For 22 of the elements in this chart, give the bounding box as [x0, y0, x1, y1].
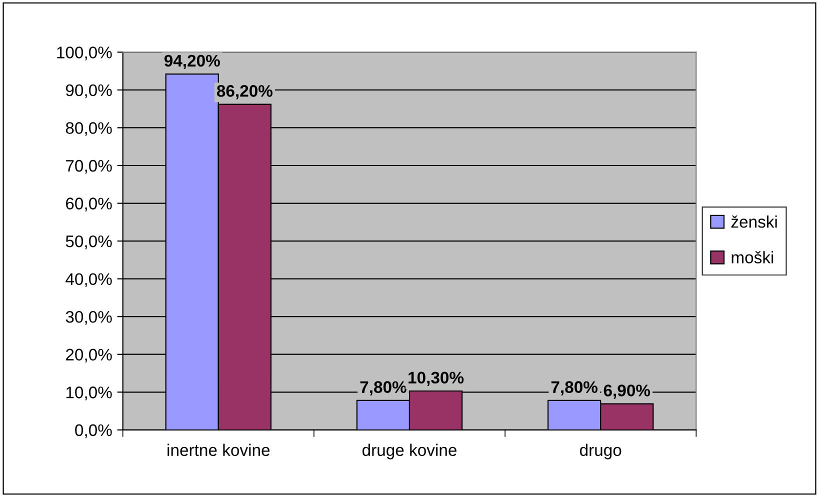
x-tick-label: druge kovine	[362, 444, 456, 460]
data-label: 94,20%	[164, 54, 220, 70]
data-label: 7,80%	[360, 381, 406, 396]
y-tick-label: 90,0%	[66, 84, 112, 98]
data-label: 10,30%	[408, 372, 464, 386]
y-tick-label: 20,0%	[66, 348, 112, 363]
data-label: 7,80%	[551, 381, 598, 396]
data-label: 86,20%	[216, 85, 272, 100]
y-tick-label: 30,0%	[66, 310, 112, 325]
y-tick-label: 0,0%	[75, 424, 112, 438]
y-tick-label: 10,0%	[66, 386, 112, 400]
y-tick-label: 70,0%	[66, 160, 112, 174]
y-tick-label: 50,0%	[66, 235, 112, 250]
y-tick-label: 40,0%	[66, 273, 112, 287]
data-label: 6,90%	[604, 384, 650, 399]
y-tick-label: 60,0%	[66, 198, 112, 212]
y-tick-label: 100,0%	[57, 46, 112, 60]
y-tick-label: 80,0%	[66, 122, 112, 136]
legend-label: ženski	[731, 215, 777, 228]
x-tick-label: drugo	[580, 444, 622, 460]
x-tick-label: inertne kovine	[168, 444, 270, 456]
legend-label: moški	[732, 251, 774, 264]
